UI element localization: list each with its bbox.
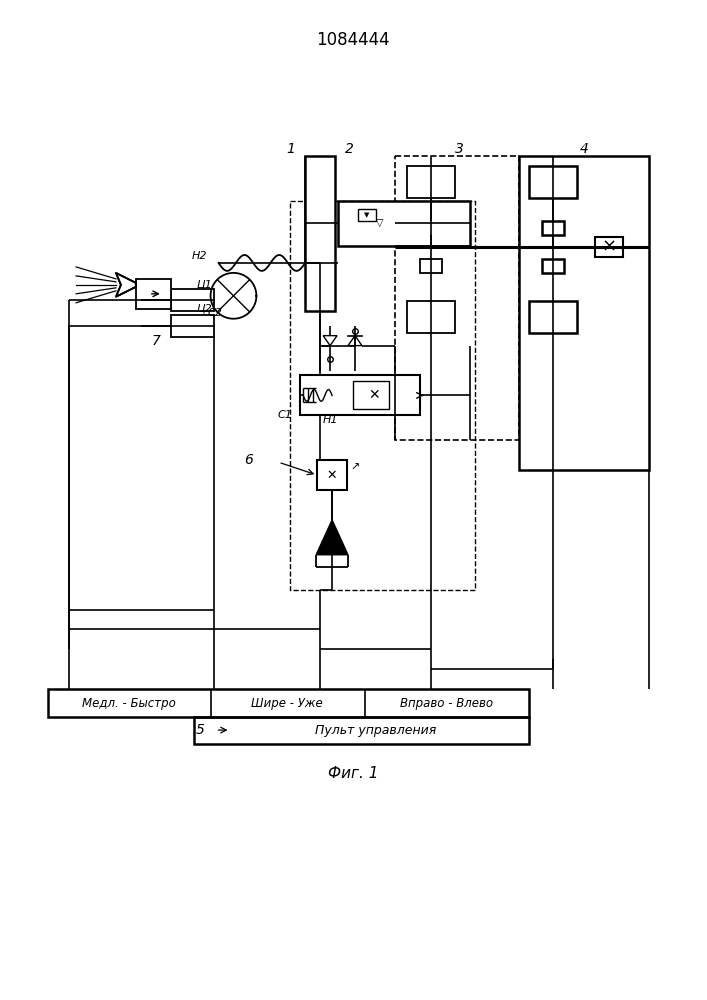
Bar xyxy=(353,381,389,409)
Text: Фиг. 1: Фиг. 1 xyxy=(328,766,378,781)
Text: Шире - Уже: Шире - Уже xyxy=(252,697,323,710)
Text: ✕: ✕ xyxy=(368,388,380,402)
Bar xyxy=(194,717,530,744)
Bar xyxy=(395,156,520,440)
Text: Н2: Н2 xyxy=(192,251,208,261)
Bar xyxy=(136,279,170,309)
Bar xyxy=(530,301,577,333)
Text: 5: 5 xyxy=(196,723,205,737)
Bar xyxy=(305,156,335,311)
Text: 1084444: 1084444 xyxy=(316,31,390,49)
Bar xyxy=(358,209,376,221)
Bar xyxy=(170,289,214,311)
Text: Вправо - Влево: Вправо - Влево xyxy=(400,697,493,710)
Bar xyxy=(48,689,530,717)
Text: С1: С1 xyxy=(278,410,293,420)
Text: 3: 3 xyxy=(455,142,464,156)
Bar xyxy=(520,156,649,470)
Bar xyxy=(420,221,442,235)
Text: 6: 6 xyxy=(244,453,253,467)
Text: Пульт управления: Пульт управления xyxy=(315,724,436,737)
Text: ✕: ✕ xyxy=(327,469,337,482)
Bar xyxy=(170,315,214,337)
Bar xyxy=(291,201,474,590)
Text: Медл. - Быстро: Медл. - Быстро xyxy=(82,697,176,710)
Text: Н1: Н1 xyxy=(322,415,338,425)
Text: 2: 2 xyxy=(345,142,354,156)
Text: ▼: ▼ xyxy=(364,212,370,218)
Bar xyxy=(542,259,564,273)
Text: 1: 1 xyxy=(286,142,296,156)
Text: Ц2: Ц2 xyxy=(197,304,212,314)
Bar xyxy=(300,375,420,415)
Text: 4: 4 xyxy=(580,142,588,156)
Bar xyxy=(542,221,564,235)
Text: ▽: ▽ xyxy=(376,218,384,228)
Bar xyxy=(407,301,455,333)
Bar xyxy=(407,166,455,198)
Polygon shape xyxy=(316,520,348,555)
Text: ×: × xyxy=(602,238,617,256)
Text: С2: С2 xyxy=(207,308,222,318)
Bar xyxy=(420,259,442,273)
Text: Ц1: Ц1 xyxy=(197,279,212,289)
Text: ↗: ↗ xyxy=(350,463,360,473)
Bar xyxy=(317,460,347,490)
Bar xyxy=(595,237,623,257)
Bar xyxy=(338,201,469,246)
Bar xyxy=(530,166,577,198)
Polygon shape xyxy=(116,273,136,297)
Text: 7: 7 xyxy=(151,334,160,348)
